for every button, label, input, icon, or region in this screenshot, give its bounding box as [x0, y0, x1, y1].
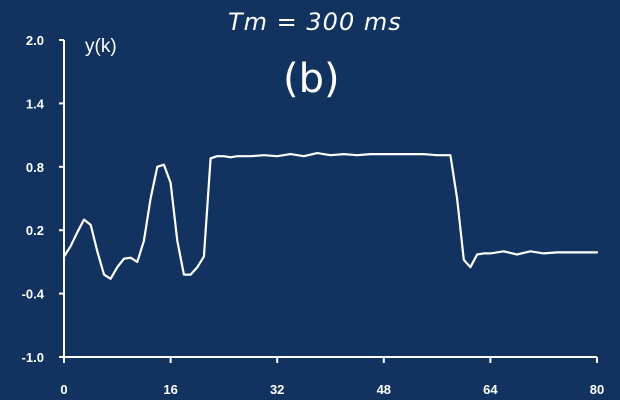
x-tick-label: 32: [270, 382, 284, 397]
y-tick-label: 1.4: [26, 96, 45, 111]
series-line: [62, 152, 599, 280]
y-tick-label: 2.0: [26, 33, 44, 48]
y-axis-label: y(k): [85, 36, 117, 57]
time-annotation: Tm = 300 ms: [228, 8, 402, 36]
chart-axes: [63, 40, 597, 361]
y-tick-label: 0.8: [26, 160, 44, 175]
x-tick-label: 16: [163, 382, 177, 397]
y-tick-label: 0.2: [26, 223, 44, 238]
x-tick-label: 64: [483, 382, 498, 397]
x-tick-label: 0: [60, 382, 67, 397]
y-tick-label: -0.4: [22, 287, 45, 302]
panel-label: (b): [283, 56, 340, 102]
y-tick-label: -1.0: [22, 350, 44, 365]
x-tick-label: 80: [590, 382, 604, 397]
x-axis-ticks: 0 16 32 48 64 80: [60, 357, 604, 397]
x-tick-label: 48: [377, 382, 391, 397]
y-axis-ticks: 2.0 1.4 0.8 0.2 -0.4 -1.0: [22, 33, 64, 365]
